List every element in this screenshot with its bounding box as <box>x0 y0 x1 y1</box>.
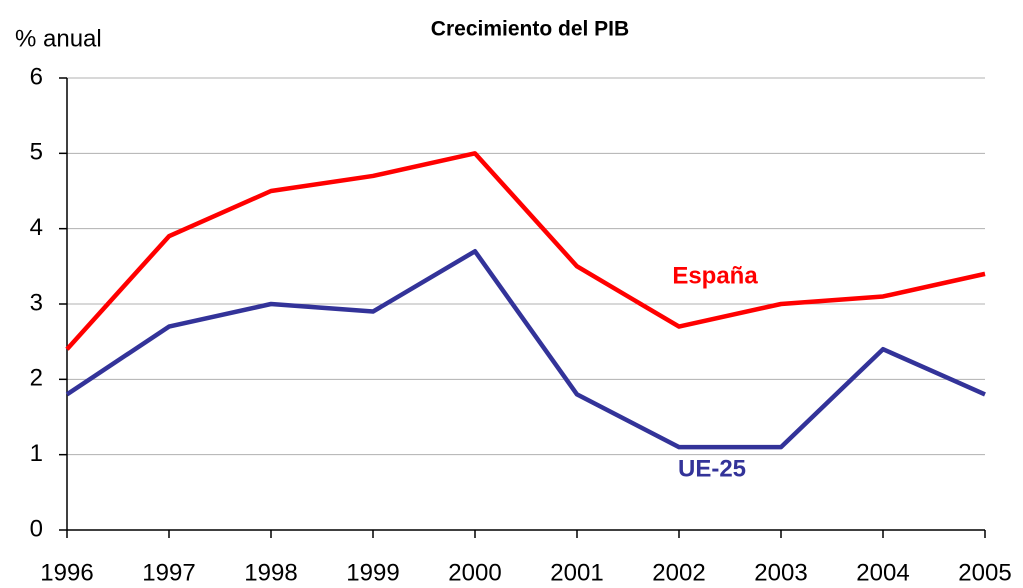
x-tick-label: 2003 <box>754 559 807 586</box>
series-label: UE-25 <box>678 455 746 482</box>
x-tick-label: 1998 <box>244 559 297 586</box>
y-tick-label: 2 <box>30 365 43 392</box>
series-line <box>65 249 986 450</box>
x-tick-label: 1996 <box>40 559 93 586</box>
series-line <box>65 151 986 351</box>
x-tick-label: 2002 <box>652 559 705 586</box>
y-tick-label: 6 <box>30 63 43 90</box>
x-tick-label: 2005 <box>958 559 1011 586</box>
x-tick-label: 1999 <box>346 559 399 586</box>
x-tick-label: 2004 <box>856 559 909 586</box>
y-tick-label: 1 <box>30 440 43 467</box>
y-tick-label: 5 <box>30 139 43 166</box>
x-tick-label: 2001 <box>550 559 603 586</box>
y-axis-label: % anual <box>15 25 102 52</box>
y-tick-label: 4 <box>30 214 43 241</box>
y-tick-label: 0 <box>30 515 43 542</box>
x-tick-label: 2000 <box>448 559 501 586</box>
x-tick-label: 1997 <box>142 559 195 586</box>
series-label: España <box>672 262 758 289</box>
chart-title: Crecimiento del PIB <box>431 18 629 41</box>
y-tick-label: 3 <box>30 289 43 316</box>
